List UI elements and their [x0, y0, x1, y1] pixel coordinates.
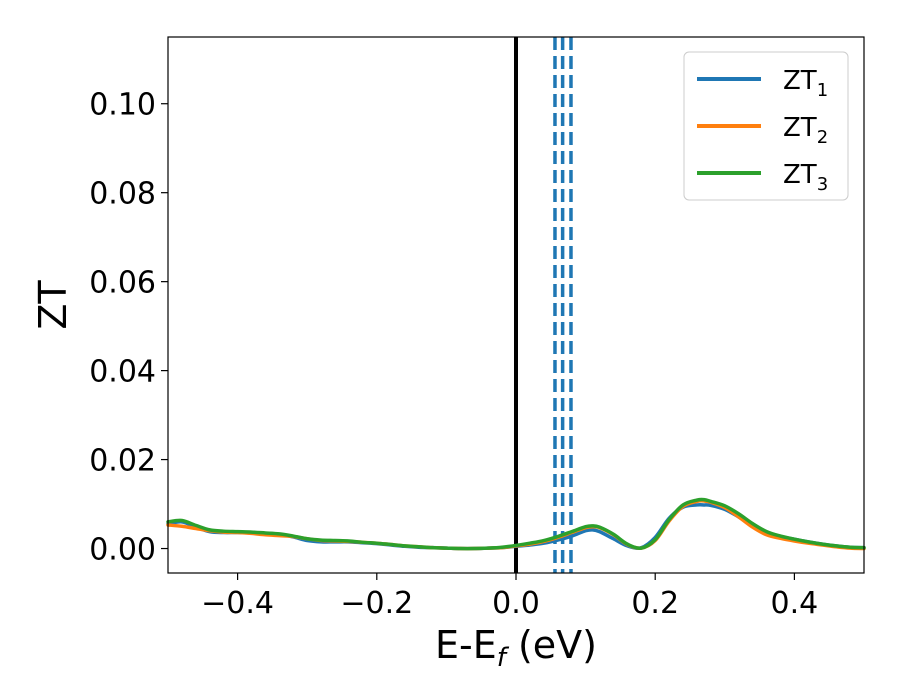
y-tick-label: 0.10	[89, 88, 156, 123]
y-tick-label: 0.02	[89, 444, 156, 479]
x-axis-title-main: E-E	[435, 623, 497, 667]
x-tick-label: 0.4	[771, 586, 819, 621]
legend-label-zt2: ZT2	[783, 113, 828, 148]
legend-label-zt3: ZT3	[783, 160, 828, 195]
series-line-zt3	[166, 497, 866, 551]
x-tick-label: 0.0	[492, 586, 540, 621]
x-tick-label: −0.4	[201, 586, 274, 621]
series-lines	[166, 497, 866, 551]
y-tick-label: 0.00	[89, 533, 156, 568]
x-tick-label: 0.2	[631, 586, 679, 621]
y-tick-label: 0.08	[89, 177, 156, 212]
x-axis-ticks: −0.4 −0.2 0.0 0.2 0.4	[201, 573, 818, 621]
y-tick-label: 0.04	[89, 355, 156, 390]
y-tick-label: 0.06	[89, 266, 156, 301]
y-axis-title: ZT	[31, 280, 75, 330]
legend-box	[683, 51, 849, 201]
x-tick-label: −0.2	[340, 586, 413, 621]
vertical-reference-lines	[514, 37, 573, 573]
legend: ZT1 ZT2 ZT3	[683, 51, 849, 201]
y-axis-ticks: 0.00 0.02 0.04 0.06 0.08 0.10	[89, 88, 168, 568]
x-axis-title: E-Ef (eV)	[435, 623, 597, 673]
legend-label-zt1: ZT1	[783, 66, 828, 101]
x-axis-title-unit: (eV)	[506, 623, 597, 667]
